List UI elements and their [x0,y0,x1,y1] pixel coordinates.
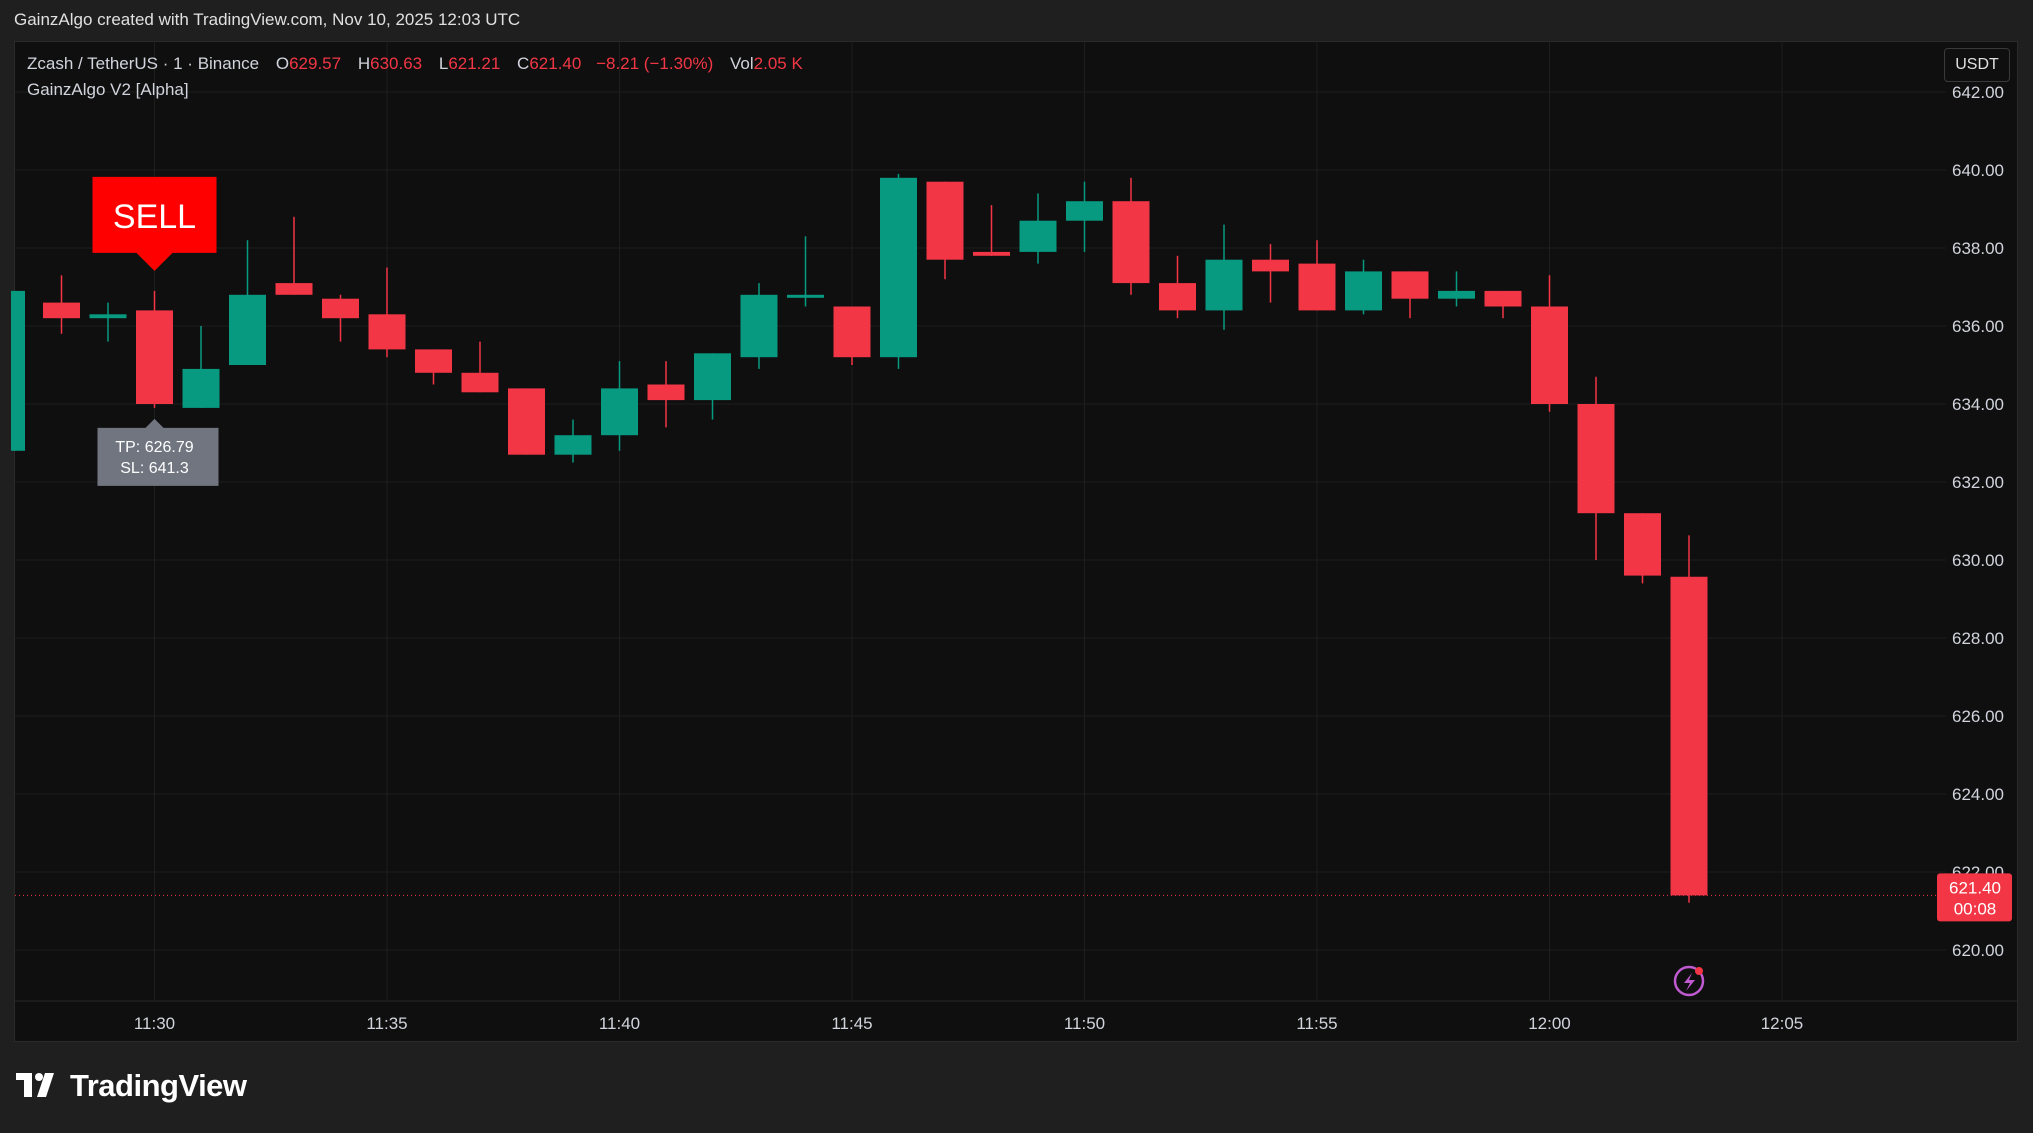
y-tick-label: 642.00 [1952,83,2004,102]
candle-body[interactable] [1438,290,1475,299]
volume-value: 2.05 K [753,54,803,73]
y-tick-label: 636.00 [1952,317,2004,336]
sell-signal-label: SELL [113,198,196,236]
x-tick-label: 11:40 [599,1014,640,1033]
x-tick-label: 11:50 [1064,1014,1105,1033]
candle-body[interactable] [880,177,917,358]
x-tick-label: 11:30 [134,1014,175,1033]
candle-body[interactable] [136,310,173,404]
candle-body[interactable] [89,314,127,319]
ohlc-legend: Zcash / TetherUS · 1 · Binance O629.57 H… [27,54,803,74]
candle-body[interactable] [368,314,406,350]
candle-body[interactable] [1298,263,1336,311]
candle-body[interactable] [275,283,313,295]
current-price-tag [1937,873,2012,922]
brand-name: TradingView [70,1068,247,1103]
take-profit-text: TP: 626.79 [115,439,193,456]
candle-body[interactable] [1391,271,1429,299]
symbol-label[interactable]: Zcash / TetherUS · 1 · Binance [27,54,260,73]
candle-body[interactable] [415,349,452,373]
y-tick-label: 620.00 [1952,941,2004,960]
currency-button[interactable]: USDT [1944,48,2010,82]
candle-body[interactable] [508,388,545,455]
volume-label: Vol [730,54,754,73]
y-tick-label: 630.00 [1952,551,2004,570]
open-value: 629.57 [289,54,342,73]
low-label: L [438,54,449,73]
candle-body[interactable] [554,435,592,455]
candle-body[interactable] [461,372,499,393]
candle-body[interactable] [833,306,871,358]
candle-body[interactable] [1066,201,1103,221]
x-tick-label: 11:45 [831,1014,872,1033]
indicator-label[interactable]: GainzAlgo V2 [Alpha] [27,80,189,99]
stop-loss-text: SL: 641.3 [120,460,189,477]
close-value: 621.40 [529,54,582,73]
low-value: 621.21 [448,54,501,73]
open-label: O [275,54,290,73]
y-tick-label: 628.00 [1952,629,2004,648]
candle-body[interactable] [1577,404,1615,514]
close-label: C [517,54,530,73]
y-tick-label: 632.00 [1952,473,2004,492]
tradingview-logo-icon [16,1073,54,1097]
tp-sl-tooltip [97,418,219,486]
candle-body[interactable] [1624,513,1661,576]
lightning-bolt-shape [1684,973,1695,991]
x-tick-label: 12:00 [1528,1014,1571,1033]
y-tick-label: 634.00 [1952,395,2004,414]
y-tick-label: 626.00 [1952,707,2004,726]
candle-body[interactable] [1112,201,1150,284]
candle-body[interactable] [647,384,685,401]
candle-body[interactable] [322,298,359,319]
current-price-value: 621.40 [1949,878,2001,897]
y-tick-label: 638.00 [1952,239,2004,258]
candle-body[interactable] [229,294,266,365]
tradingview-logo: TradingView [16,1068,247,1104]
lightning-icon[interactable] [1673,965,1705,997]
snapshot-header: GainzAlgo created with TradingView.com, … [14,10,521,29]
candle-body[interactable] [1670,576,1708,896]
sell-signal-marker[interactable] [92,176,217,271]
candle-body[interactable] [1159,283,1196,311]
notification-dot [1695,967,1703,975]
x-tick-label: 12:05 [1761,1014,1804,1033]
candle-body[interactable] [43,302,80,319]
candle-body[interactable] [601,388,638,436]
candle-body[interactable] [973,251,1010,256]
y-tick-label: 624.00 [1952,785,2004,804]
candle-body[interactable] [1484,290,1522,307]
x-tick-label: 11:35 [366,1014,407,1033]
bar-countdown: 00:08 [1954,899,1997,918]
candle-body[interactable] [11,290,25,451]
candle-body[interactable] [1345,271,1382,311]
y-tick-label: 640.00 [1952,161,2004,180]
high-value: 630.63 [370,54,423,73]
change-value: −8.21 (−1.30%) [596,54,714,73]
candle-body[interactable] [182,368,220,408]
high-label: H [357,54,371,73]
candle-body[interactable] [1252,259,1289,272]
candle-body[interactable] [740,294,778,358]
candle-body[interactable] [694,353,731,401]
candle-body[interactable] [787,294,824,298]
candle-body[interactable] [926,181,964,260]
x-tick-label: 11:55 [1296,1014,1337,1033]
candle-body[interactable] [1531,306,1568,405]
candle-body[interactable] [1019,220,1057,252]
candle-body[interactable] [1205,259,1243,311]
